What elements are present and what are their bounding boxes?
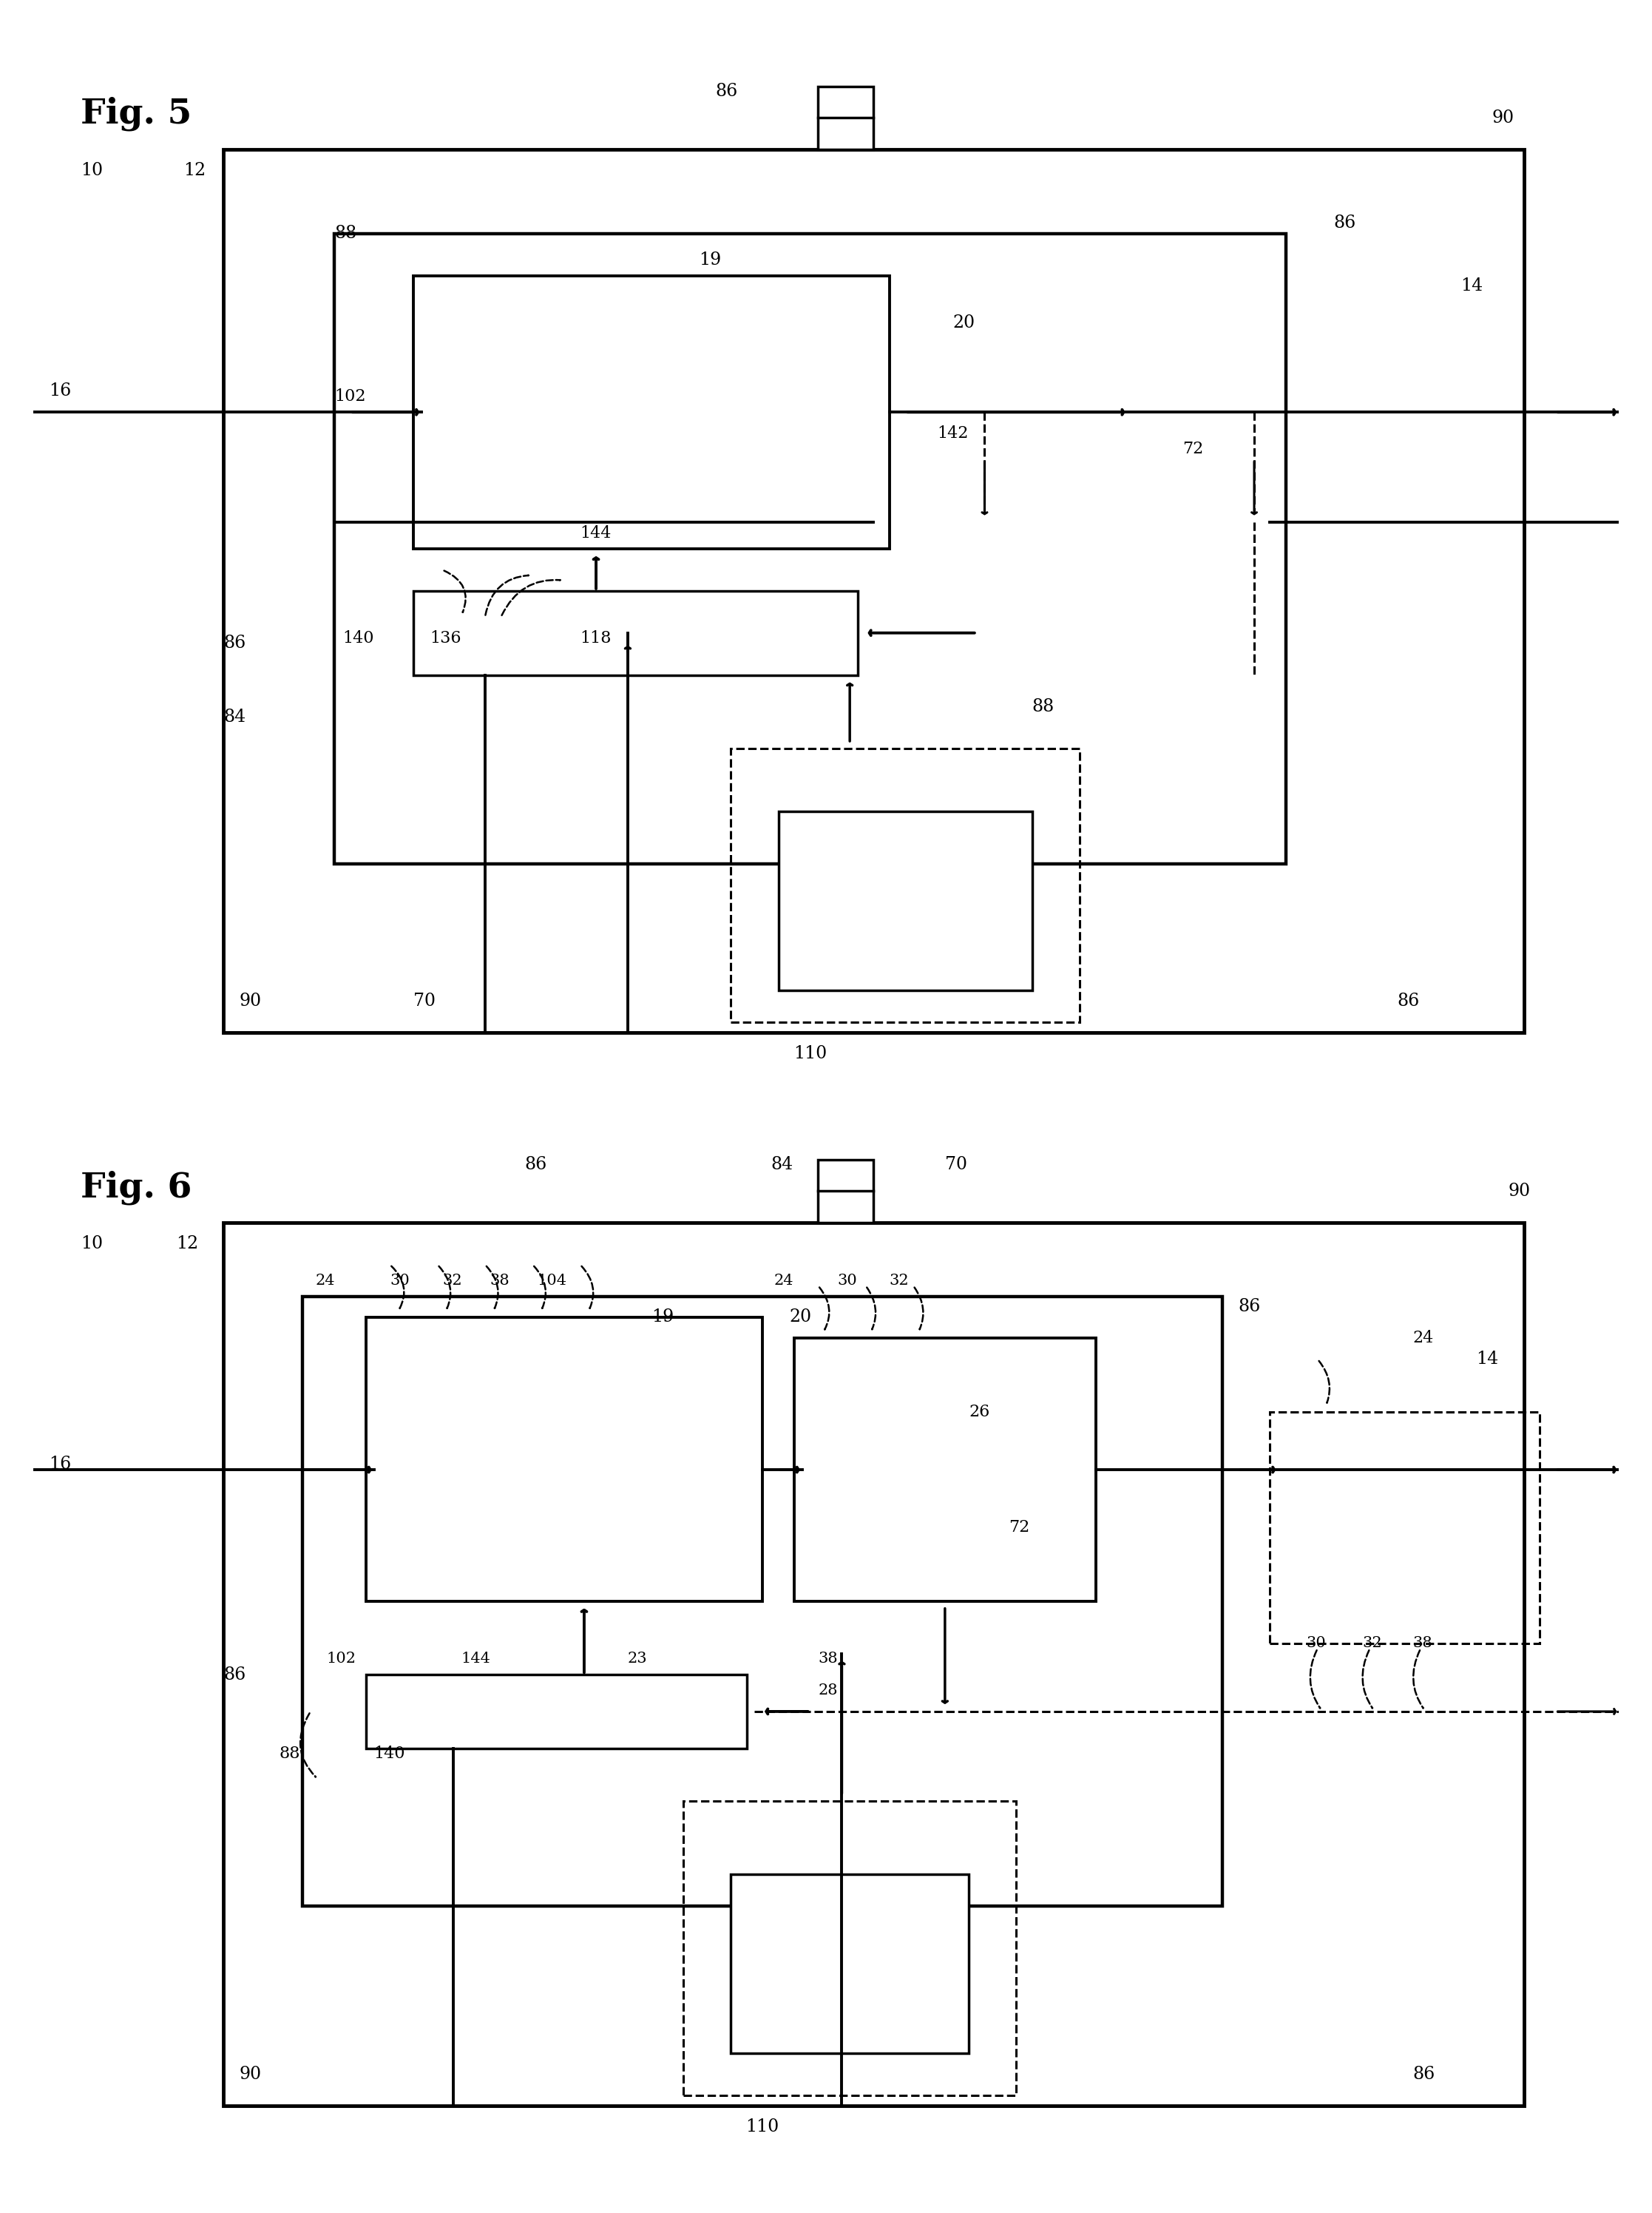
- Text: 14: 14: [1460, 277, 1483, 294]
- Text: 38: 38: [818, 1651, 838, 1666]
- FancyArrowPatch shape: [867, 1288, 876, 1330]
- Bar: [223, 1224, 1523, 2107]
- Bar: [223, 150, 1523, 1031]
- Bar: [778, 812, 1032, 991]
- Text: 88: 88: [279, 1746, 301, 1762]
- Text: 104: 104: [537, 1272, 567, 1288]
- FancyArrowPatch shape: [1363, 1651, 1373, 1708]
- Text: 90: 90: [1508, 1182, 1530, 1199]
- FancyArrowPatch shape: [444, 571, 466, 613]
- Text: 32: 32: [1361, 1635, 1381, 1651]
- Bar: [730, 748, 1080, 1022]
- Text: 38: 38: [489, 1272, 509, 1288]
- Bar: [818, 86, 874, 150]
- Text: Fig. 6: Fig. 6: [81, 1171, 192, 1204]
- Text: 20: 20: [790, 1308, 811, 1326]
- Bar: [1270, 1412, 1540, 1642]
- Text: 10: 10: [81, 1235, 102, 1253]
- Text: 90: 90: [1492, 108, 1515, 126]
- Bar: [413, 591, 857, 675]
- FancyArrowPatch shape: [915, 1288, 923, 1330]
- FancyArrowPatch shape: [819, 1288, 829, 1330]
- Text: 86: 86: [715, 84, 737, 100]
- Text: 24: 24: [1412, 1330, 1434, 1346]
- Text: 30: 30: [838, 1272, 857, 1288]
- Text: 86: 86: [1398, 991, 1419, 1009]
- FancyArrowPatch shape: [534, 1266, 545, 1308]
- Text: 86: 86: [1333, 215, 1356, 232]
- Text: 110: 110: [745, 2118, 780, 2136]
- Text: 24: 24: [773, 1272, 793, 1288]
- Text: 86: 86: [525, 1157, 547, 1173]
- Text: 144: 144: [461, 1651, 491, 1666]
- Text: 88: 88: [1032, 697, 1054, 715]
- Bar: [367, 1675, 747, 1748]
- Text: 102: 102: [327, 1651, 357, 1666]
- Text: 142: 142: [937, 425, 968, 440]
- Text: Fig. 5: Fig. 5: [81, 97, 192, 131]
- FancyArrowPatch shape: [439, 1266, 451, 1308]
- Text: 84: 84: [223, 708, 246, 726]
- Bar: [818, 1160, 874, 1222]
- Text: 102: 102: [334, 387, 365, 405]
- Text: 86: 86: [223, 635, 246, 653]
- Text: 86: 86: [1239, 1299, 1260, 1315]
- Text: 84: 84: [770, 1157, 793, 1173]
- FancyArrowPatch shape: [1310, 1651, 1320, 1708]
- Text: 70: 70: [945, 1157, 966, 1173]
- Text: 24: 24: [316, 1272, 335, 1288]
- Text: 140: 140: [373, 1746, 405, 1762]
- Text: 12: 12: [175, 1235, 198, 1253]
- Text: 70: 70: [413, 991, 436, 1009]
- Text: 86: 86: [223, 1666, 246, 1684]
- FancyArrowPatch shape: [301, 1713, 316, 1777]
- Text: 30: 30: [390, 1272, 410, 1288]
- Bar: [730, 1874, 968, 2054]
- FancyArrowPatch shape: [1412, 1651, 1422, 1708]
- Text: 20: 20: [953, 314, 975, 332]
- Text: 16: 16: [50, 383, 71, 401]
- Text: 86: 86: [1412, 2065, 1436, 2082]
- Bar: [367, 1317, 763, 1602]
- Text: 72: 72: [1008, 1520, 1029, 1536]
- Text: 136: 136: [430, 631, 461, 646]
- Text: 90: 90: [240, 991, 261, 1009]
- FancyArrowPatch shape: [486, 1266, 499, 1308]
- Bar: [684, 1801, 1016, 2096]
- Text: 72: 72: [1183, 440, 1204, 458]
- Text: 38: 38: [1412, 1635, 1432, 1651]
- FancyArrowPatch shape: [392, 1266, 405, 1308]
- Text: 32: 32: [443, 1272, 463, 1288]
- FancyArrowPatch shape: [1318, 1361, 1330, 1403]
- Text: 110: 110: [793, 1045, 828, 1062]
- Text: 26: 26: [968, 1403, 990, 1421]
- Text: 30: 30: [1307, 1635, 1327, 1651]
- Text: 12: 12: [183, 162, 206, 179]
- Bar: [795, 1339, 1095, 1602]
- Text: 28: 28: [818, 1684, 838, 1697]
- Text: 32: 32: [889, 1272, 909, 1288]
- Text: 19: 19: [699, 252, 722, 268]
- Text: 10: 10: [81, 162, 102, 179]
- Text: 144: 144: [580, 524, 611, 542]
- Bar: [334, 235, 1285, 865]
- Text: 90: 90: [240, 2065, 261, 2082]
- Text: 16: 16: [50, 1456, 71, 1474]
- FancyArrowPatch shape: [502, 580, 560, 615]
- Text: 118: 118: [580, 631, 611, 646]
- FancyArrowPatch shape: [486, 575, 529, 615]
- Bar: [302, 1297, 1222, 1905]
- Text: 19: 19: [651, 1308, 674, 1326]
- FancyArrowPatch shape: [582, 1266, 593, 1308]
- Text: 140: 140: [342, 631, 373, 646]
- Text: 14: 14: [1477, 1350, 1498, 1368]
- Text: 88: 88: [334, 226, 357, 241]
- Text: 23: 23: [628, 1651, 648, 1666]
- Bar: [413, 277, 889, 549]
